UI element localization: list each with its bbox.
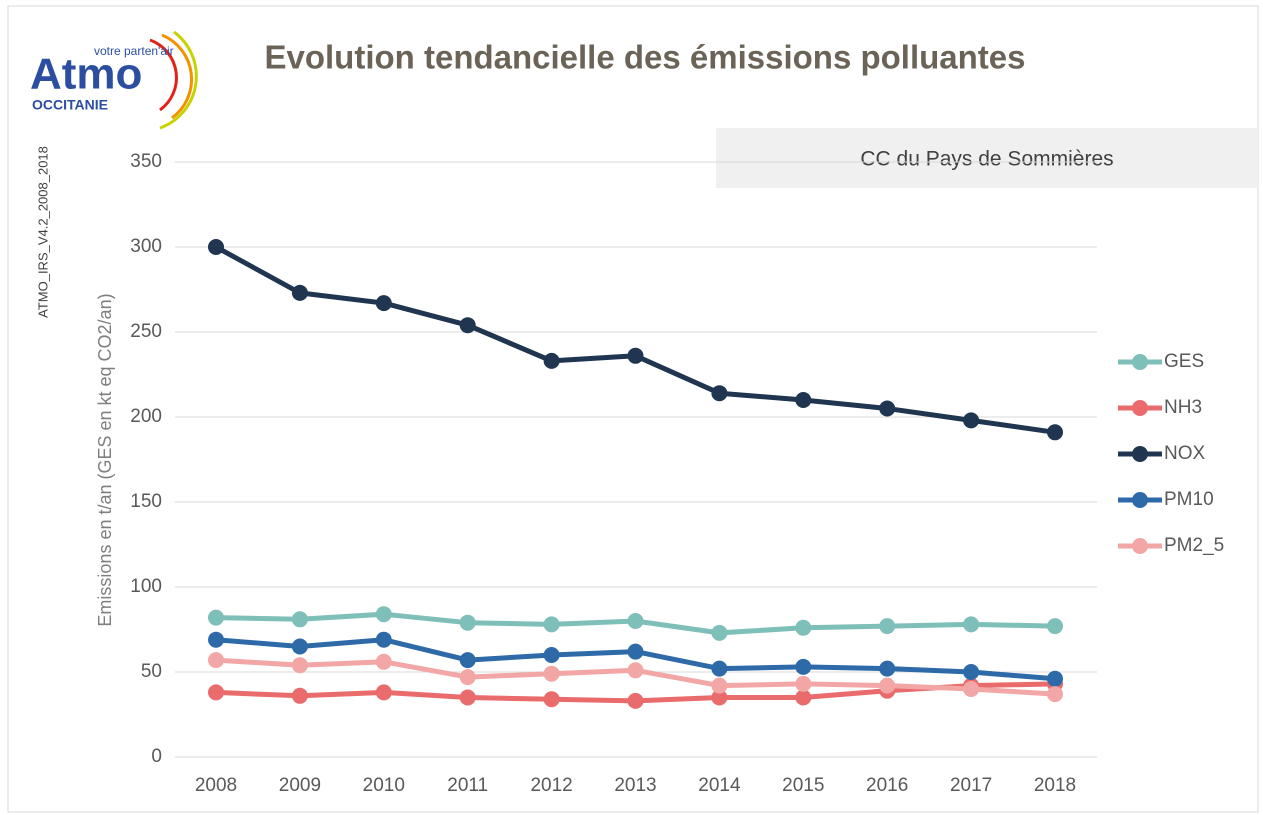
data-point xyxy=(543,665,560,682)
x-tick-label: 2017 xyxy=(950,775,992,796)
logo-name: Atmo xyxy=(30,50,142,99)
y-tick-label: 350 xyxy=(130,151,162,172)
x-tick-label: 2013 xyxy=(614,775,656,796)
x-tick-label: 2015 xyxy=(782,775,824,796)
data-point xyxy=(543,352,560,369)
x-tick-label: 2008 xyxy=(195,775,237,796)
data-point xyxy=(459,689,476,706)
data-point xyxy=(627,613,644,629)
data-point xyxy=(627,692,644,709)
data-point xyxy=(879,660,896,677)
data-point xyxy=(291,284,308,301)
data-point xyxy=(375,684,392,701)
data-point xyxy=(711,624,728,641)
data-point xyxy=(208,631,224,648)
logo-arc xyxy=(159,30,198,130)
data-point xyxy=(459,317,476,334)
data-point xyxy=(627,643,644,660)
data-point xyxy=(208,609,224,626)
data-point xyxy=(879,618,896,635)
data-point xyxy=(795,675,812,692)
data-point xyxy=(375,653,392,670)
data-point xyxy=(1047,618,1063,635)
data-point xyxy=(543,691,560,708)
logo-tagline: votre parten'air xyxy=(94,44,174,58)
data-point xyxy=(291,611,308,628)
data-point xyxy=(795,658,812,675)
data-point xyxy=(963,664,980,680)
data-point xyxy=(1047,686,1063,703)
y-tick-label: 150 xyxy=(130,491,162,512)
data-point xyxy=(711,677,728,694)
data-point xyxy=(963,681,980,697)
plot: 0 50 100 150 200 250 300 350 2008 2009 2010 2011 201… xyxy=(130,151,1224,796)
x-tick-label: 2009 xyxy=(279,775,321,796)
x-tick-label: 2018 xyxy=(1034,775,1076,796)
chart-title: Evolution tendancielle des émissions pol… xyxy=(264,39,1025,76)
data-point xyxy=(795,392,812,408)
data-point xyxy=(208,684,224,701)
y-tick-label: 0 xyxy=(151,746,162,767)
data-point xyxy=(963,616,980,633)
x-tick-label: 2016 xyxy=(866,775,908,796)
x-tick-label: 2011 xyxy=(447,775,488,796)
frame xyxy=(7,5,1259,813)
x-tick-label: 2012 xyxy=(530,775,572,796)
data-point xyxy=(459,652,476,669)
side-note: ATMO_IRS_V4.2_2008_2018 xyxy=(35,146,50,318)
data-point xyxy=(375,631,392,648)
data-point xyxy=(208,239,224,255)
data-point xyxy=(711,689,728,706)
legend-label: PM10 xyxy=(1164,489,1214,510)
data-point xyxy=(208,652,224,669)
data-point xyxy=(879,677,896,694)
data-point xyxy=(459,669,476,686)
data-point xyxy=(879,400,896,417)
y-tick-label: 250 xyxy=(130,321,162,342)
data-point xyxy=(795,619,812,636)
y-tick-label: 300 xyxy=(130,236,162,257)
subtitle-box xyxy=(716,128,1258,188)
x-tick-label: 2014 xyxy=(698,775,741,796)
data-point xyxy=(543,647,560,663)
data-point xyxy=(795,689,812,706)
data-point xyxy=(711,660,728,677)
subtitle: CC du Pays de Sommières xyxy=(860,148,1113,171)
legend-label: NOX xyxy=(1164,443,1206,464)
data-point xyxy=(1047,670,1063,687)
legend-label: NH3 xyxy=(1164,397,1202,418)
data-point xyxy=(1047,424,1063,441)
logo-arc xyxy=(161,33,194,120)
data-point xyxy=(627,347,644,364)
x-tick-label: 2010 xyxy=(363,775,405,796)
legend-marker xyxy=(1132,400,1148,416)
legend-marker xyxy=(1132,354,1148,370)
data-point xyxy=(543,616,560,633)
logo-arc xyxy=(149,38,178,112)
data-point xyxy=(291,687,308,704)
series-line xyxy=(214,244,1056,435)
y-tick-label: 200 xyxy=(130,406,162,427)
data-point xyxy=(711,385,728,402)
data-point xyxy=(291,657,308,674)
logo-region: OCCITANIE xyxy=(32,97,108,113)
legend-label: GES xyxy=(1164,351,1204,372)
legend-marker xyxy=(1132,446,1148,462)
data-point xyxy=(459,614,476,631)
data-point xyxy=(291,638,308,655)
data-point xyxy=(963,412,980,429)
logo: votre parten'air Atmo OCCITANIE xyxy=(30,30,198,130)
legend-marker xyxy=(1132,492,1148,508)
y-tick-label: 100 xyxy=(130,576,162,597)
legend-marker xyxy=(1132,538,1148,554)
data-point xyxy=(375,606,392,623)
data-point xyxy=(627,662,644,679)
data-point xyxy=(375,295,392,312)
y-axis-label: Emissions en t/an (GES en kt eq CO2/an) xyxy=(95,293,115,626)
legend-label: PM2_5 xyxy=(1164,535,1224,556)
y-tick-label: 50 xyxy=(141,661,162,682)
